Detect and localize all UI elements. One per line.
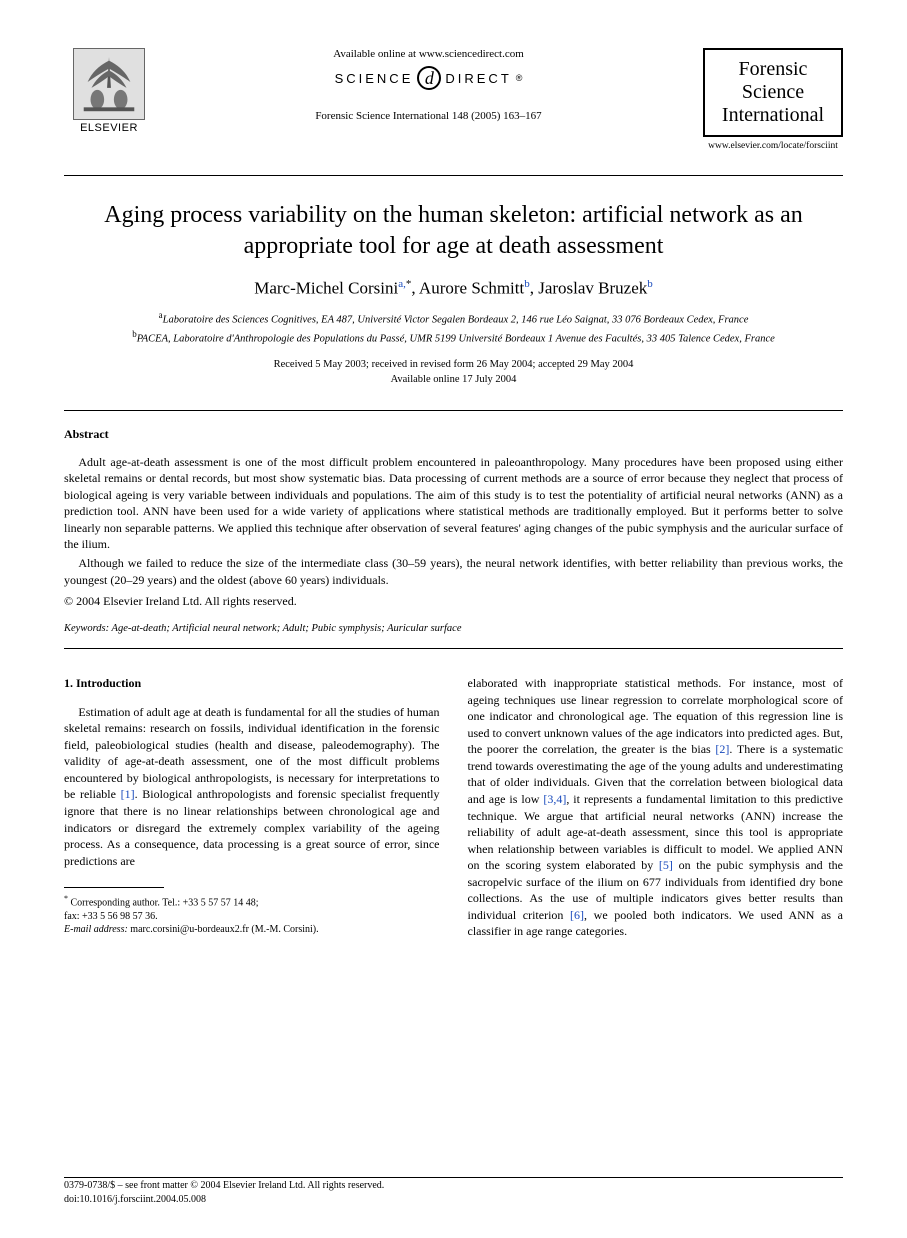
header-row: ELSEVIER Available online at www.science… [64, 48, 843, 151]
dates-line2: Available online 17 July 2004 [391, 374, 517, 385]
column-left: 1. Introduction Estimation of adult age … [64, 675, 440, 940]
keywords-label: Keywords: [64, 623, 109, 634]
sciencedirect-d-icon: d [417, 66, 441, 90]
section-1-heading: 1. Introduction [64, 675, 440, 692]
dates-line1: Received 5 May 2003; received in revised… [274, 359, 634, 370]
footnote-email: marc.corsini@u-bordeaux2.fr (M.-M. Corsi… [130, 924, 318, 935]
affiliation-b: PACEA, Laboratoire d'Anthropologie des P… [137, 333, 775, 344]
elsevier-tree-icon [73, 48, 145, 120]
journal-box-line1: Forensic [711, 58, 835, 81]
author-3-affil: b [647, 278, 653, 290]
journal-reference: Forensic Science International 148 (2005… [170, 110, 687, 122]
footer-line1: 0379-0738/$ – see front matter © 2004 El… [64, 1180, 384, 1191]
abstract-top-rule [64, 410, 843, 411]
header-rule [64, 175, 843, 176]
abstract-p1: Adult age-at-death assessment is one of … [64, 454, 843, 553]
author-1-name: Marc-Michel Corsini [254, 279, 398, 298]
journal-box-line3: International [711, 104, 835, 127]
affiliations: aLaboratoire des Sciences Cognitives, EA… [64, 309, 843, 346]
journal-box: Forensic Science International [703, 48, 843, 137]
author-2-name: Aurore Schmitt [419, 279, 524, 298]
available-online-text: Available online at www.sciencedirect.co… [170, 48, 687, 60]
col1-paragraph: Estimation of adult age at death is fund… [64, 704, 440, 869]
affiliation-a: Laboratoire des Sciences Cognitives, EA … [163, 315, 749, 326]
footer-line2: doi:10.1016/j.forsciint.2004.05.008 [64, 1194, 206, 1205]
abstract-body: Adult age-at-death assessment is one of … [64, 454, 843, 588]
elsevier-logo-block: ELSEVIER [64, 48, 154, 134]
sciencedirect-logo: SCIENCE d DIRECT ® [335, 66, 523, 90]
registered-icon: ® [516, 73, 523, 83]
ref-link-34[interactable]: [3,4] [543, 792, 566, 806]
author-3-name: Jaroslav Bruzek [538, 279, 647, 298]
ref-link-2[interactable]: [2] [715, 742, 729, 756]
corresponding-footnote: * Corresponding author. Tel.: +33 5 57 5… [64, 894, 440, 937]
journal-url: www.elsevier.com/locate/forsciint [703, 141, 843, 151]
elsevier-label: ELSEVIER [80, 122, 138, 134]
footnote-corr: Corresponding author. Tel.: +33 5 57 57 … [71, 897, 259, 908]
ref-link-6[interactable]: [6] [570, 908, 584, 922]
author-1-corr: * [406, 278, 412, 290]
sciencedirect-left: SCIENCE [335, 71, 414, 86]
article-dates: Received 5 May 2003; received in revised… [64, 358, 843, 387]
footer-rule [64, 1177, 843, 1178]
article-title: Aging process variability on the human s… [64, 200, 843, 262]
abstract-heading: Abstract [64, 427, 843, 442]
footnote-asterisk-icon: * [64, 894, 68, 903]
journal-box-line2: Science [711, 81, 835, 104]
abstract-copyright: © 2004 Elsevier Ireland Ltd. All rights … [64, 594, 843, 609]
ref-link-1[interactable]: [1] [121, 787, 135, 801]
footnote-rule [64, 887, 164, 888]
footnote-email-label: E-mail address: [64, 924, 128, 935]
ref-link-5[interactable]: [5] [659, 858, 673, 872]
authors-line: Marc-Michel Corsinia,*, Aurore Schmittb,… [64, 278, 843, 299]
two-column-body: 1. Introduction Estimation of adult age … [64, 675, 843, 940]
abstract-p2: Although we failed to reduce the size of… [64, 555, 843, 588]
col2-paragraph: elaborated with inappropriate statistica… [468, 675, 844, 940]
column-right: elaborated with inappropriate statistica… [468, 675, 844, 940]
journal-box-wrapper: Forensic Science International www.elsev… [703, 48, 843, 151]
page-footer: 0379-0738/$ – see front matter © 2004 El… [64, 1179, 384, 1206]
abstract-bottom-rule [64, 648, 843, 649]
center-header: Available online at www.sciencedirect.co… [154, 48, 703, 122]
keywords-text: Age-at-death; Artificial neural network;… [112, 623, 462, 634]
sciencedirect-right: DIRECT [445, 71, 511, 86]
author-2-affil: b [524, 278, 530, 290]
keywords-line: Keywords: Age-at-death; Artificial neura… [64, 623, 843, 634]
footnote-fax: fax: +33 5 56 98 57 36. [64, 911, 158, 922]
author-1-affil: a, [398, 278, 406, 290]
